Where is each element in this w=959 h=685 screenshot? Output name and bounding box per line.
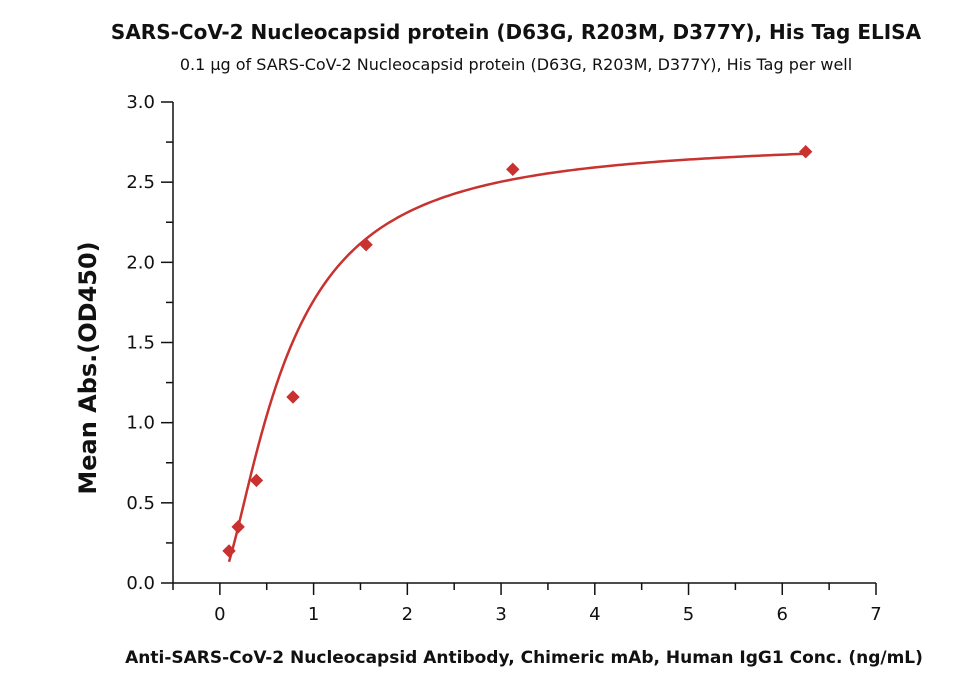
chart-subtitle: 0.1 μg of SARS-CoV-2 Nucleocapsid protei… [180,55,852,74]
y-tick-label: 0.0 [126,573,155,594]
data-point [249,473,264,488]
data-point [231,520,245,534]
data-point [286,390,300,404]
y-axis-label: Mean Abs.(OD450) [74,241,102,494]
x-tick-label: 7 [870,604,881,625]
chart-title: SARS-CoV-2 Nucleocapsid protein (D63G, R… [111,20,922,44]
x-tick-label: 4 [589,604,600,625]
data-point-layer [222,144,813,558]
plot-area: 0.0 0.5 1.0 1.5 2.0 2.5 3.0 0 1 2 3 4 5 6 7 [126,92,881,625]
x-tick-label: 2 [402,604,413,625]
y-tick-label: 2.5 [126,172,155,193]
x-tick-label: 3 [495,604,506,625]
x-tick-label: 1 [308,604,319,625]
x-axis: 0 1 2 3 4 5 6 7 [172,582,882,625]
x-tick-label: 6 [777,604,788,625]
data-point [506,162,520,177]
y-tick-label: 3.0 [126,92,155,113]
y-tick-label: 1.0 [126,413,155,434]
y-tick-label: 1.5 [126,333,155,354]
x-tick-label: 5 [683,604,694,625]
fit-curve-layer [227,152,806,563]
y-tick-label: 0.5 [126,493,155,514]
y-tick-label: 2.0 [126,252,155,273]
data-point [359,237,373,252]
data-point [222,544,236,558]
fit-curve [227,152,806,563]
data-point [798,144,813,159]
x-axis-label: Anti-SARS-CoV-2 Nucleocapsid Antibody, C… [125,648,923,668]
y-axis: 0.0 0.5 1.0 1.5 2.0 2.5 3.0 [126,92,174,594]
x-tick-label: 0 [214,604,225,625]
